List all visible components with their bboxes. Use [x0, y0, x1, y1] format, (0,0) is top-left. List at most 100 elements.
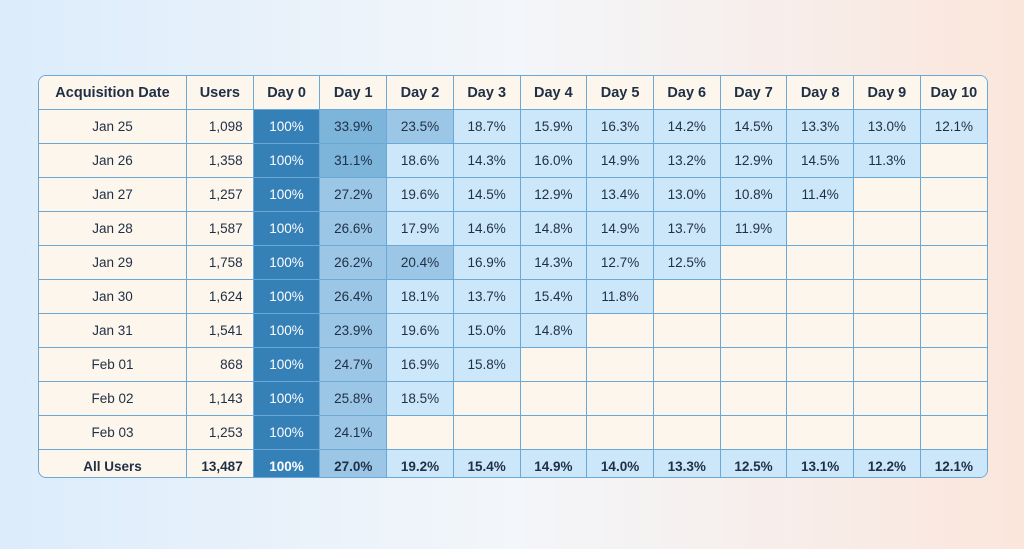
- retention-cell: 100%: [252, 415, 321, 450]
- retention-cell: 14.6%: [452, 211, 521, 246]
- retention-cell: 19.2%: [386, 449, 454, 477]
- column-header: Acquisition Date: [39, 76, 187, 110]
- retention-cell: 100%: [252, 143, 321, 178]
- empty-cell: [919, 279, 987, 314]
- retention-cell: 100%: [252, 245, 321, 280]
- retention-cell: 18.7%: [452, 109, 521, 144]
- retention-cell: 14.0%: [586, 449, 654, 477]
- retention-cell: 13.3%: [786, 109, 855, 144]
- retention-cell: 12.5%: [652, 245, 721, 280]
- empty-cell: [652, 381, 721, 416]
- retention-cell: 19.6%: [386, 313, 454, 348]
- cohort-row: Jan 25 1,098 100% 33.9% 23.5% 18.7% 15.9% 16.3%…: [39, 109, 987, 144]
- retention-cell: 100%: [252, 347, 321, 382]
- cohort-row: Jan 31 1,541 100% 23.9% 19.6% 15.0% 14.8%: [39, 313, 987, 348]
- retention-cell: 33.9%: [319, 109, 388, 144]
- retention-cell: 13.1%: [786, 449, 855, 477]
- acquisition-date-cell: Jan 29: [39, 245, 187, 280]
- retention-cell: 15.9%: [519, 109, 588, 144]
- retention-cell: 13.7%: [452, 279, 521, 314]
- retention-cell: 13.4%: [586, 177, 654, 212]
- cohort-row: Feb 02 1,143 100% 25.8% 18.5%: [39, 381, 987, 416]
- retention-cell: 27.2%: [319, 177, 388, 212]
- empty-cell: [786, 313, 855, 348]
- cohort-row: Jan 26 1,358 100% 31.1% 18.6% 14.3% 16.0% 14.9%…: [39, 143, 987, 178]
- retention-cell: 10.8%: [719, 177, 788, 212]
- retention-cell: 18.1%: [386, 279, 454, 314]
- cohort-row: Jan 30 1,624 100% 26.4% 18.1% 13.7% 15.4% 11.8%: [39, 279, 987, 314]
- column-header: Users: [186, 76, 254, 110]
- empty-cell: [519, 415, 588, 450]
- retention-cell: 26.6%: [319, 211, 388, 246]
- column-header: Day 10: [919, 76, 987, 110]
- empty-cell: [719, 279, 788, 314]
- retention-cell: 100%: [252, 109, 321, 144]
- retention-cell: 16.0%: [519, 143, 588, 178]
- cohort-row: Jan 27 1,257 100% 27.2% 19.6% 14.5% 12.9% 13.4%…: [39, 177, 987, 212]
- empty-cell: [919, 381, 987, 416]
- acquisition-date-cell: Jan 28: [39, 211, 187, 246]
- retention-cell: 25.8%: [319, 381, 388, 416]
- empty-cell: [519, 347, 588, 382]
- users-cell: 1,253: [186, 415, 254, 450]
- acquisition-date-cell: Feb 03: [39, 415, 187, 450]
- retention-cell: 18.6%: [386, 143, 454, 178]
- retention-cell: 18.5%: [386, 381, 454, 416]
- empty-cell: [586, 313, 654, 348]
- retention-cell: 26.4%: [319, 279, 388, 314]
- retention-cell: 20.4%: [386, 245, 454, 280]
- retention-cell: 13.0%: [652, 177, 721, 212]
- empty-cell: [519, 381, 588, 416]
- retention-cell: 12.2%: [853, 449, 921, 477]
- empty-cell: [652, 347, 721, 382]
- empty-cell: [853, 381, 921, 416]
- acquisition-date-cell: Jan 27: [39, 177, 187, 212]
- column-header: Day 9: [853, 76, 921, 110]
- empty-cell: [786, 347, 855, 382]
- users-cell: 868: [186, 347, 254, 382]
- cohort-row: Jan 28 1,587 100% 26.6% 17.9% 14.6% 14.8% 14.9%…: [39, 211, 987, 246]
- column-header: Day 7: [719, 76, 788, 110]
- column-header: Day 4: [519, 76, 588, 110]
- empty-cell: [919, 143, 987, 178]
- retention-cell: 24.1%: [319, 415, 388, 450]
- acquisition-date-cell: Feb 02: [39, 381, 187, 416]
- acquisition-date-cell: Jan 26: [39, 143, 187, 178]
- users-cell: 1,257: [186, 177, 254, 212]
- retention-cell: 14.9%: [586, 143, 654, 178]
- acquisition-date-cell: Jan 31: [39, 313, 187, 348]
- retention-cell: 12.9%: [519, 177, 588, 212]
- retention-cell: 100%: [252, 177, 321, 212]
- users-cell: 1,358: [186, 143, 254, 178]
- retention-cell: 11.9%: [719, 211, 788, 246]
- retention-cell: 12.7%: [586, 245, 654, 280]
- empty-cell: [652, 313, 721, 348]
- empty-cell: [853, 415, 921, 450]
- empty-cell: [452, 415, 521, 450]
- retention-cell: 23.9%: [319, 313, 388, 348]
- column-header: Day 6: [652, 76, 721, 110]
- retention-cell: 19.6%: [386, 177, 454, 212]
- retention-cell: 100%: [252, 313, 321, 348]
- all-users-row: All Users 13,487 100% 27.0% 19.2% 15.4% 14.9% 1…: [39, 449, 987, 477]
- column-header: Day 5: [586, 76, 654, 110]
- retention-cell: 14.9%: [519, 449, 588, 477]
- users-cell: 1,758: [186, 245, 254, 280]
- retention-cell: 11.4%: [786, 177, 855, 212]
- retention-cell: 12.5%: [719, 449, 788, 477]
- retention-cell: 15.4%: [519, 279, 588, 314]
- cohort-row: Feb 01 868 100% 24.7% 16.9% 15.8%: [39, 347, 987, 382]
- empty-cell: [786, 381, 855, 416]
- empty-cell: [719, 245, 788, 280]
- acquisition-date-cell: Jan 30: [39, 279, 187, 314]
- users-cell: 1,624: [186, 279, 254, 314]
- empty-cell: [919, 415, 987, 450]
- retention-cell: 16.9%: [452, 245, 521, 280]
- cohort-retention-table: Acquisition Date Users Day 0 Day 1 Day 2 Day …: [39, 76, 987, 477]
- retention-cell: 31.1%: [319, 143, 388, 178]
- column-header: Day 8: [786, 76, 855, 110]
- retention-cell: 11.8%: [586, 279, 654, 314]
- empty-cell: [786, 279, 855, 314]
- empty-cell: [452, 381, 521, 416]
- empty-cell: [586, 381, 654, 416]
